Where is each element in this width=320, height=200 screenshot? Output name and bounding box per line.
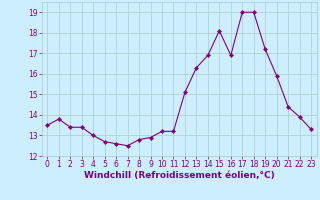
X-axis label: Windchill (Refroidissement éolien,°C): Windchill (Refroidissement éolien,°C) [84, 171, 275, 180]
